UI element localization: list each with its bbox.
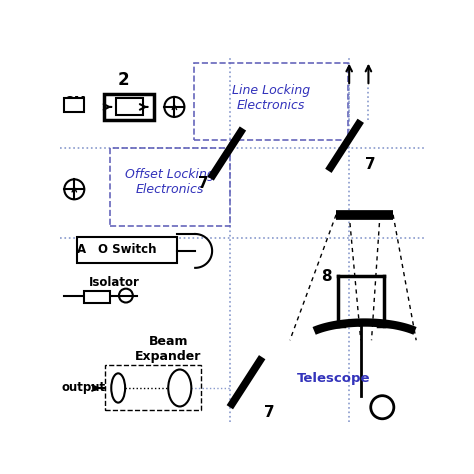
Ellipse shape bbox=[168, 370, 191, 407]
Text: 2: 2 bbox=[118, 71, 129, 89]
Text: Line Locking
Electronics: Line Locking Electronics bbox=[232, 84, 310, 112]
Bar bbox=[83, 291, 110, 303]
Text: 7: 7 bbox=[198, 176, 208, 191]
Text: OM: OM bbox=[64, 95, 86, 108]
Text: 7: 7 bbox=[264, 405, 275, 420]
Bar bbox=[116, 99, 143, 115]
Text: Beam
Expander: Beam Expander bbox=[135, 336, 201, 364]
Ellipse shape bbox=[111, 374, 125, 402]
Text: output: output bbox=[62, 382, 106, 394]
Text: 7: 7 bbox=[365, 157, 376, 172]
Text: A: A bbox=[77, 243, 86, 256]
Text: Offset Locking
Electronics: Offset Locking Electronics bbox=[125, 168, 215, 196]
Text: Isolator: Isolator bbox=[89, 276, 140, 289]
Bar bbox=[64, 99, 83, 112]
FancyBboxPatch shape bbox=[77, 237, 177, 263]
Text: 8: 8 bbox=[321, 269, 331, 284]
Text: O Switch: O Switch bbox=[98, 243, 157, 256]
Text: Telescope: Telescope bbox=[297, 372, 371, 385]
Bar bbox=[104, 94, 155, 120]
